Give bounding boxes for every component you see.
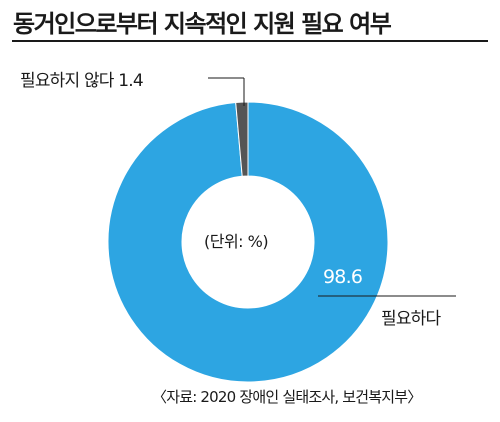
chart-title: 동거인으로부터 지속적인 지원 필요 여부 — [13, 10, 392, 38]
slice-label-yes: 필요하다 — [381, 309, 441, 329]
source-note: 〈자료: 2020 장애인 실태조사, 보건복지부〉 — [152, 388, 422, 406]
slice-label-no: 필요하지 않다 1.4 — [20, 66, 144, 91]
slice-yes — [107, 101, 389, 383]
slice-no — [235, 101, 249, 177]
slice-label-no-value: 1.4 — [118, 71, 143, 91]
title-rule — [12, 40, 488, 42]
slice-label-no-name: 필요하지 않다 — [20, 71, 114, 91]
unit-note: (단위: %) — [204, 232, 269, 251]
slice-value-yes: 98.6 — [323, 266, 363, 288]
